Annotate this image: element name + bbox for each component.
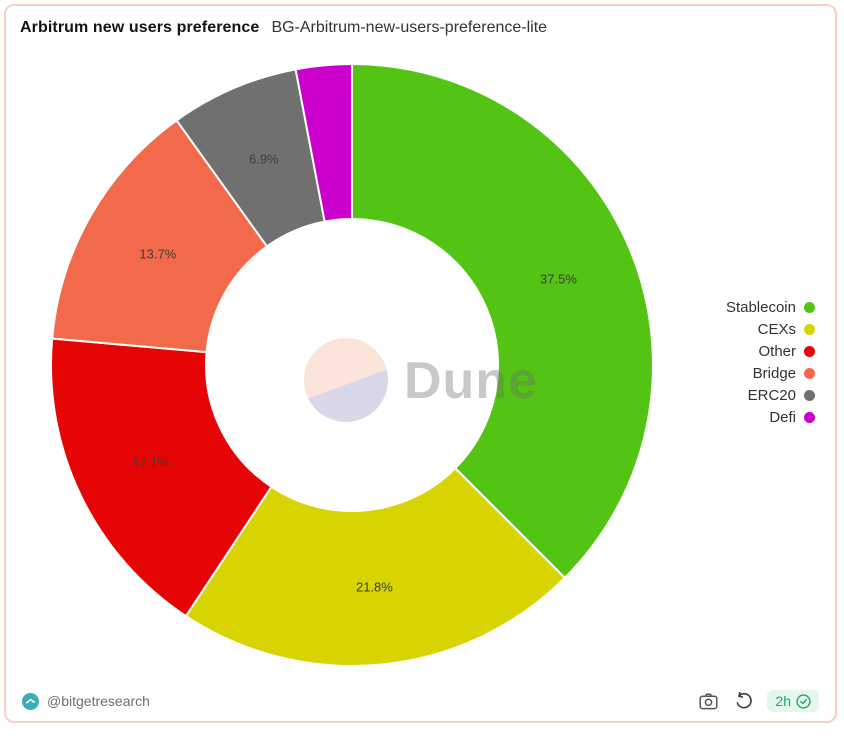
donut-chart[interactable]: 37.5% 21.8% 17.1% 13.7% 6.9% <box>6 6 835 721</box>
camera-icon <box>699 693 718 709</box>
legend-color-dot <box>804 345 815 357</box>
legend-color-dot <box>804 411 815 423</box>
chart-title: Arbitrum new users preference <box>20 19 260 36</box>
slice-label-cexs: 21.8% <box>356 579 393 594</box>
data-freshness-badge[interactable]: 2h <box>767 690 819 712</box>
pie-slice-cexs[interactable] <box>184 467 566 667</box>
legend-label: CEXs <box>757 320 796 338</box>
legend-item-other[interactable]: Other <box>726 340 815 362</box>
chart-header: Arbitrum new users preference BG-Arbitru… <box>20 19 547 37</box>
legend-color-dot <box>804 389 815 401</box>
legend-label: Bridge <box>752 364 796 382</box>
data-age-label: 2h <box>775 693 791 709</box>
legend-label: Other <box>758 342 796 360</box>
slice-label-bridge: 13.7% <box>139 246 176 261</box>
pie-slice-defi[interactable] <box>294 63 353 223</box>
legend-color-dot <box>804 367 815 379</box>
screenshot-button[interactable] <box>697 691 720 712</box>
verified-check-icon <box>796 693 811 709</box>
pie-slice-stablecoin[interactable] <box>351 63 654 579</box>
legend-label: Stablecoin <box>725 298 796 316</box>
legend-item-stablecoin[interactable]: Stablecoin <box>726 296 815 318</box>
legend-color-dot <box>804 323 815 335</box>
legend-item-erc20[interactable]: ERC20 <box>726 384 815 406</box>
footer-actions: 2h <box>697 690 819 712</box>
chart-subtitle: BG-Arbitrum-new-users-preference-lite <box>271 19 548 36</box>
refresh-ccw-icon <box>737 692 753 709</box>
legend-label: ERC20 <box>747 386 796 404</box>
pie-slice-other[interactable] <box>50 337 273 618</box>
bitget-logo-icon <box>22 692 39 710</box>
refresh-button[interactable] <box>732 690 755 712</box>
slice-label-stablecoin: 37.5% <box>540 271 577 286</box>
legend-item-cexs[interactable]: CEXs <box>726 318 815 340</box>
chart-legend: Stablecoin CEXs Other Bridge ERC20 Defi <box>726 296 815 428</box>
account-handle: @bitgetresearch <box>47 693 150 709</box>
footer-bar: @bitgetresearch 2h <box>6 687 835 715</box>
slice-label-erc20: 6.9% <box>249 152 279 167</box>
legend-label: Defi <box>769 408 796 426</box>
pie-slice-bridge[interactable] <box>51 119 268 354</box>
legend-item-defi[interactable]: Defi <box>726 406 815 428</box>
dashboard-card: Arbitrum new users preference BG-Arbitru… <box>4 4 837 723</box>
slice-label-other: 17.1% <box>132 454 169 469</box>
attribution: @bitgetresearch <box>22 692 150 710</box>
legend-color-dot <box>804 301 815 313</box>
legend-item-bridge[interactable]: Bridge <box>726 362 815 384</box>
